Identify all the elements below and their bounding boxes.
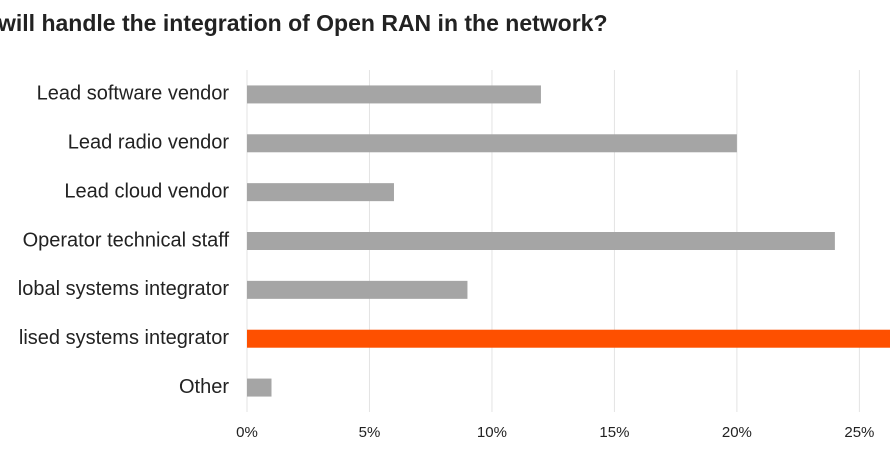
bar bbox=[247, 183, 394, 202]
x-tick-label: 15% bbox=[599, 424, 629, 441]
y-tick-label: Other bbox=[179, 376, 229, 398]
y-tick-label: Lead radio vendor bbox=[68, 132, 230, 154]
y-tick-label: Operator technical staff bbox=[23, 229, 230, 251]
y-tick-label: lobal systems integrator bbox=[18, 278, 230, 300]
x-tick-label: 5% bbox=[359, 424, 381, 441]
x-tick-label: 25% bbox=[844, 424, 874, 441]
bar bbox=[247, 232, 835, 250]
x-tick-label: 0% bbox=[236, 424, 258, 441]
y-tick-label: Lead cloud vendor bbox=[64, 180, 229, 202]
x-tick-label: 20% bbox=[722, 424, 752, 441]
y-tick-label: Lead software vendor bbox=[37, 83, 230, 105]
bar bbox=[247, 329, 890, 348]
x-tick-label: 10% bbox=[477, 424, 507, 441]
bar bbox=[247, 378, 272, 397]
bar bbox=[247, 280, 468, 299]
y-tick-label: lised systems integrator bbox=[19, 327, 229, 349]
bar bbox=[247, 134, 737, 153]
bar bbox=[247, 85, 541, 104]
chart-title: will handle the integration of Open RAN … bbox=[0, 10, 608, 36]
